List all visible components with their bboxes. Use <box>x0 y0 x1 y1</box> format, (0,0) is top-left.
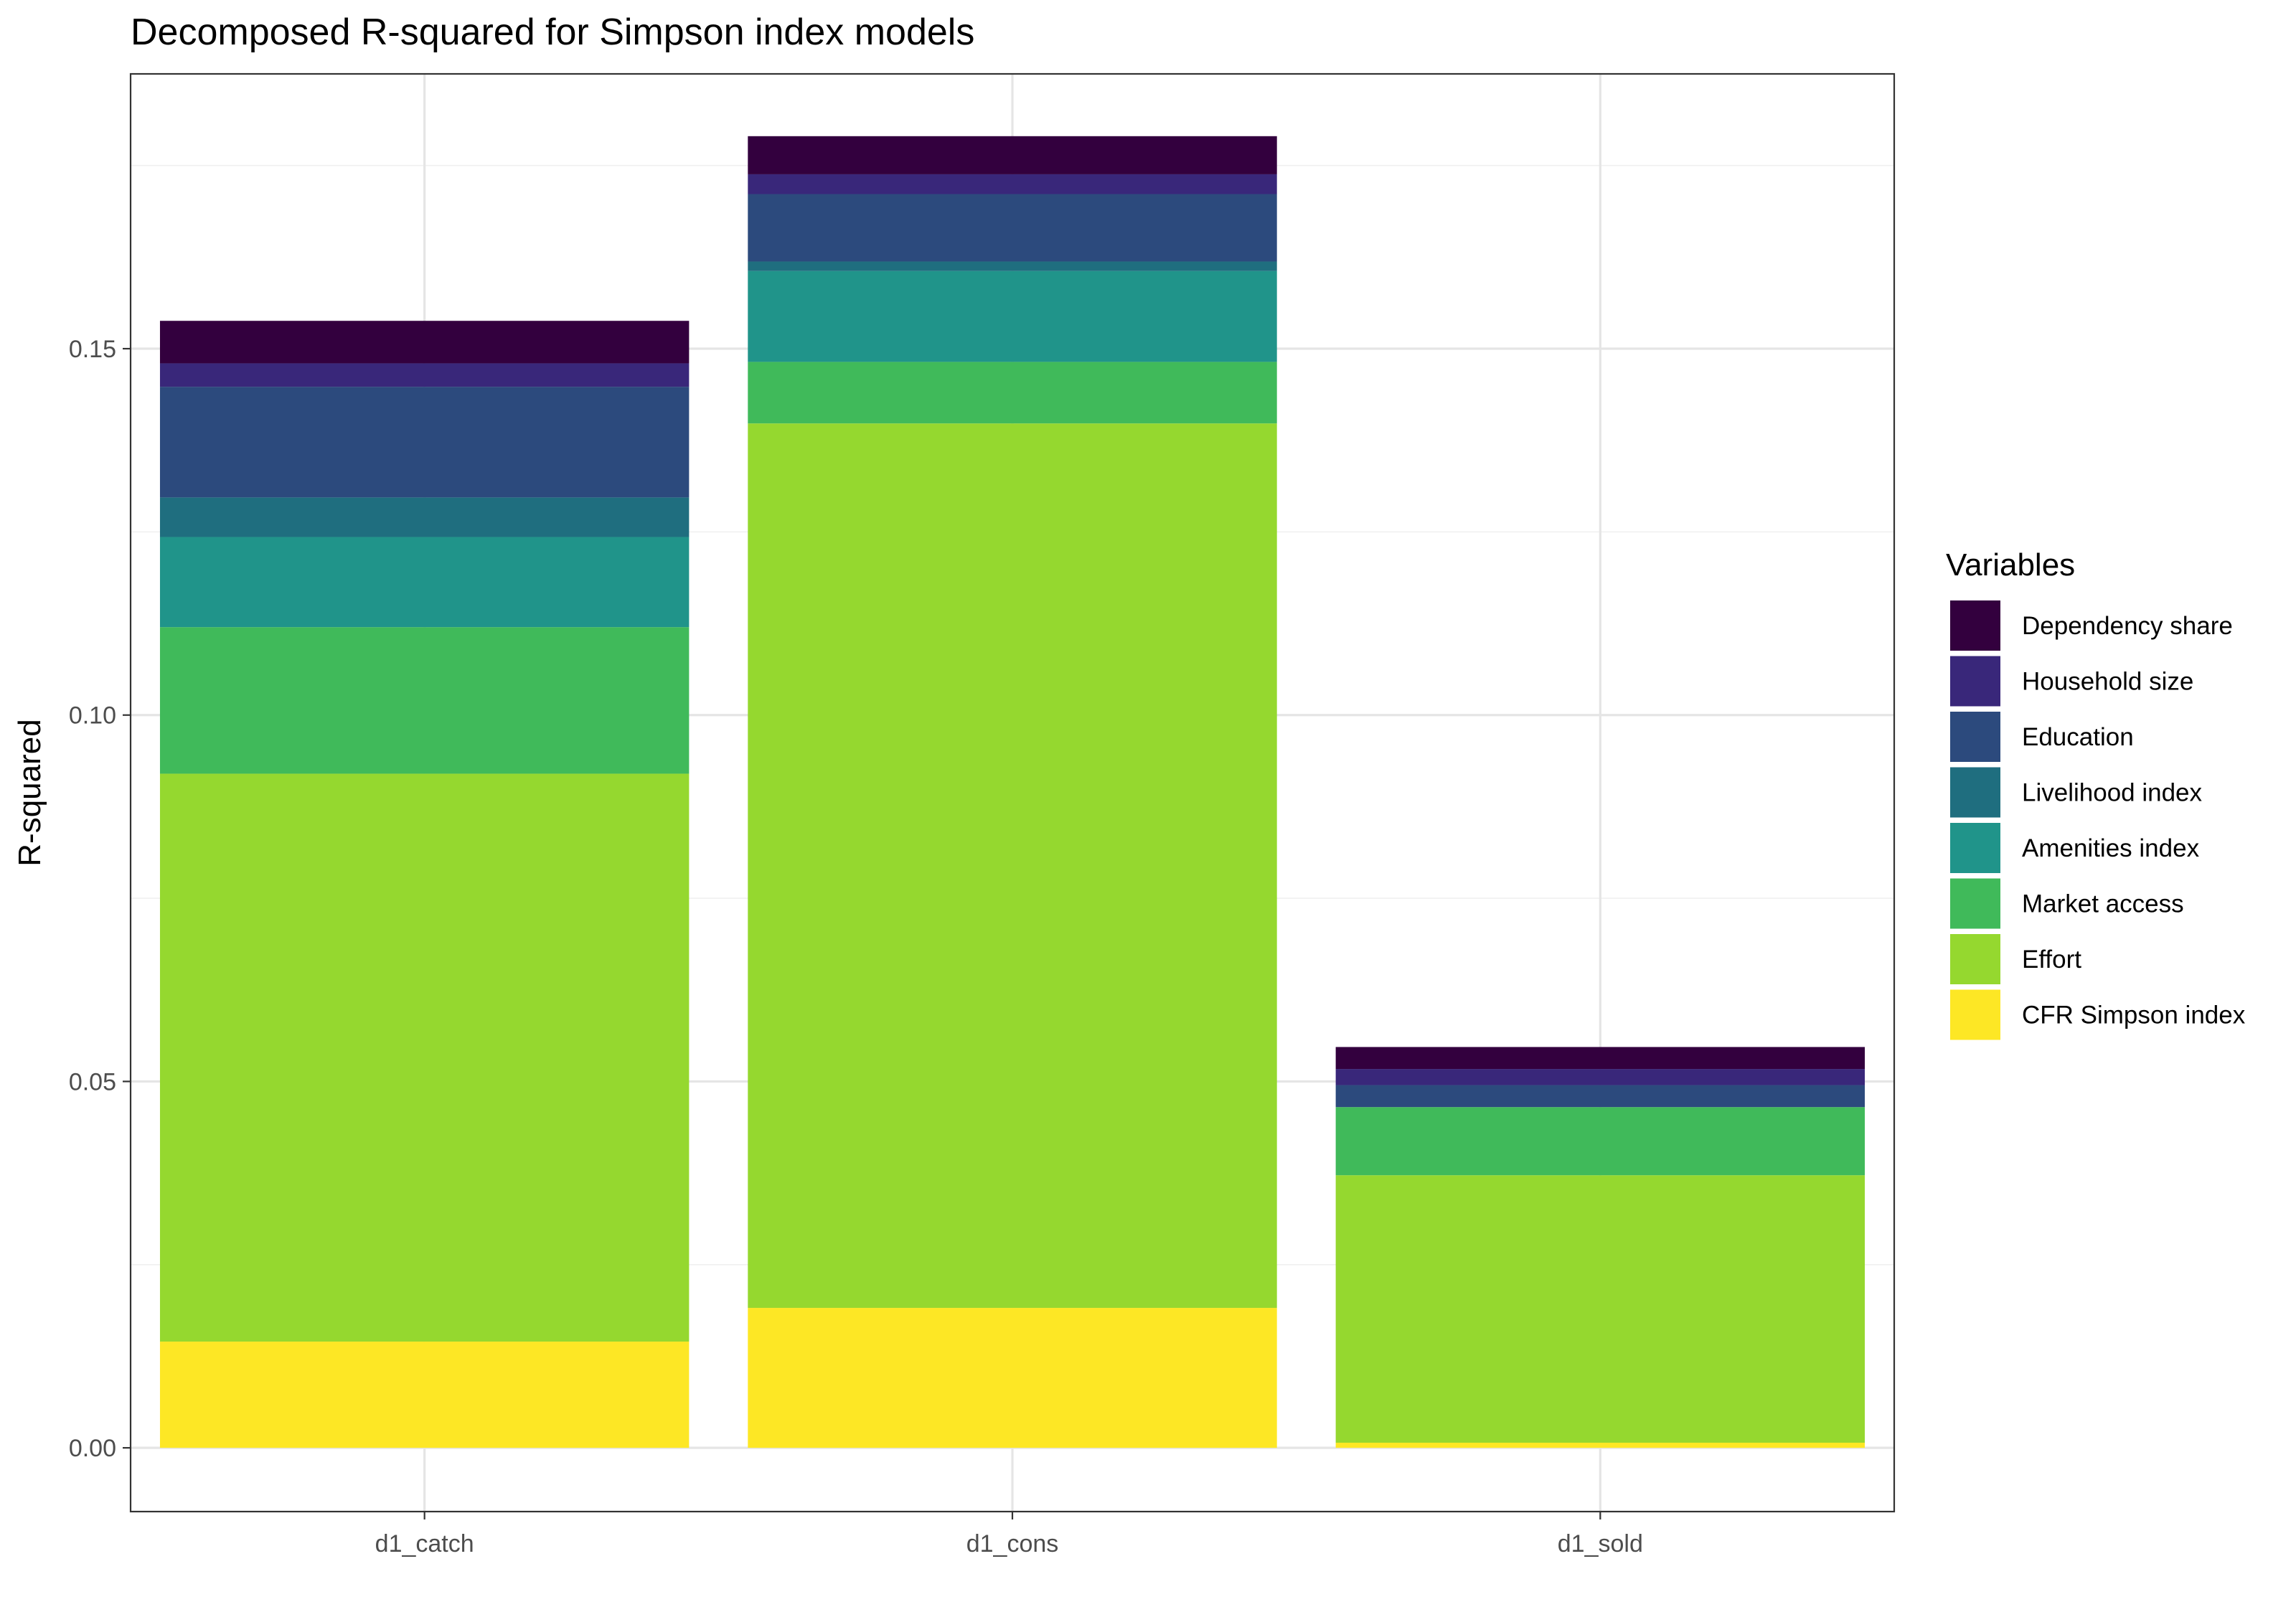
bar-segment-d1_catch-dependency-share <box>159 321 690 364</box>
legend-label-dependency-share: Dependency share <box>2022 612 2233 640</box>
y-tick-label: 0.15 <box>69 336 116 363</box>
legend-key-education <box>1950 712 2000 762</box>
legend-label-amenities-index: Amenities index <box>2022 834 2200 862</box>
legend-key-dependency-share <box>1950 600 2000 651</box>
chart-title: Decomposed R-squared for Simpson index m… <box>131 11 974 53</box>
bar-segment-d1_cons-market-access <box>748 362 1277 424</box>
legend-label-effort: Effort <box>2022 946 2081 974</box>
bar-segment-d1_catch-household-size <box>159 363 690 387</box>
bar-segment-d1_sold-effort <box>1335 1175 1866 1443</box>
legend-label-cfr-simpson-index: CFR Simpson index <box>2022 1002 2246 1029</box>
axes-layer: 0.00 0.05 0.10 0.15 d1_catch d1_cons d1_sold <box>69 336 1643 1557</box>
y-tick-label: 0.10 <box>69 702 116 730</box>
legend-key-market-access <box>1950 878 2000 929</box>
bar-segment-d1_sold-education <box>1335 1085 1866 1108</box>
bar-segment-d1_catch-cfr-simpson-index <box>159 1342 690 1448</box>
legend-key-livelihood-index <box>1950 767 2000 818</box>
x-tick-label-d1_cons: d1_cons <box>966 1530 1059 1557</box>
legend-label-household-size: Household size <box>2022 668 2193 696</box>
bar-segment-d1_catch-market-access <box>159 627 690 774</box>
bar-segment-d1_catch-education <box>159 387 690 498</box>
y-tick-label: 0.00 <box>69 1435 116 1462</box>
legend-key-amenities-index <box>1950 823 2000 873</box>
bar-segment-d1_sold-cfr-simpson-index <box>1335 1442 1866 1448</box>
bar-segment-d1_sold-market-access <box>1335 1107 1866 1176</box>
legend-key-household-size <box>1950 656 2000 707</box>
legend: Variables Dependency share Household size… <box>1946 547 2246 1040</box>
bar-segment-d1_cons-cfr-simpson-index <box>748 1308 1277 1448</box>
legend-title: Variables <box>1946 547 2075 583</box>
bar-segment-d1_catch-livelihood-index <box>159 497 690 537</box>
bar-segment-d1_sold-household-size <box>1335 1069 1866 1085</box>
bar-segment-d1_cons-dependency-share <box>748 136 1277 174</box>
legend-key-cfr-simpson-index <box>1950 989 2000 1040</box>
bar-segment-d1_cons-livelihood-index <box>748 261 1277 271</box>
legend-label-market-access: Market access <box>2022 890 2184 918</box>
bar-segment-d1_catch-effort <box>159 773 690 1342</box>
bar-segment-d1_catch-amenities-index <box>159 537 690 628</box>
bar-segment-d1_cons-amenities-index <box>748 270 1277 362</box>
bar-segment-d1_cons-effort <box>748 423 1277 1309</box>
x-tick-label-d1_sold: d1_sold <box>1558 1530 1643 1557</box>
bar-segment-d1_sold-dependency-share <box>1335 1047 1866 1070</box>
x-tick-label-d1_catch: d1_catch <box>375 1530 474 1557</box>
y-axis-title: R-squared <box>12 719 47 866</box>
bars-layer <box>159 136 1866 1448</box>
bar-segment-d1_cons-education <box>748 194 1277 262</box>
legend-label-livelihood-index: Livelihood index <box>2022 779 2203 807</box>
legend-key-effort <box>1950 934 2000 984</box>
bar-segment-d1_cons-household-size <box>748 174 1277 194</box>
y-tick-label: 0.05 <box>69 1068 116 1095</box>
legend-label-education: Education <box>2022 723 2134 751</box>
